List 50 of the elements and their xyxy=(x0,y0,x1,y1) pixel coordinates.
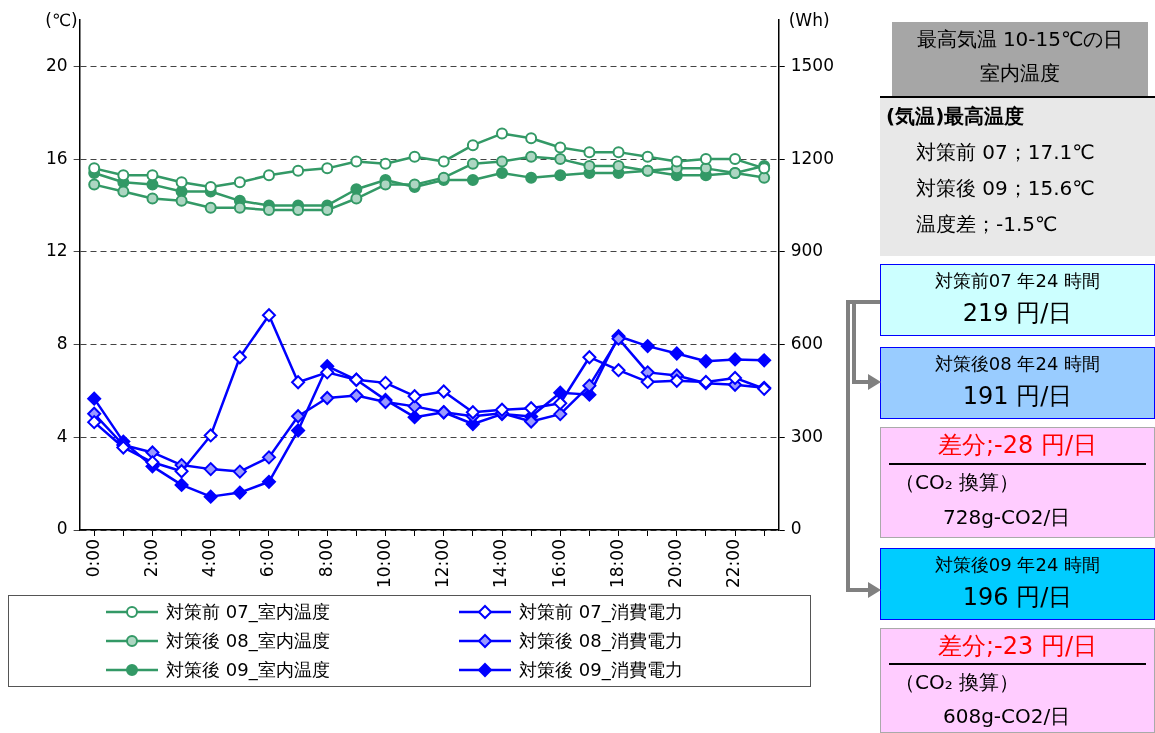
y-tick-label: 0 xyxy=(56,518,68,539)
y2-tick-label: 1200 xyxy=(790,147,834,168)
text: 対策前07 年24 時間 xyxy=(933,269,1102,293)
x-tick-label: 4:00 xyxy=(199,539,220,578)
text: 191 円/日 xyxy=(961,381,1074,412)
y2-tick-label: 1500 xyxy=(790,54,834,75)
text: 対策後08 年24 時間 xyxy=(933,352,1102,376)
text: 対策前 07；17.1℃ xyxy=(915,139,1096,166)
x-tick-label: 22:00 xyxy=(723,539,744,589)
legend-label: 対策後 09_消費電力 xyxy=(519,657,683,682)
y2-tick-label: 600 xyxy=(790,332,824,353)
text: 728g-CO2/日 xyxy=(942,504,1072,531)
x-tick-label: 8:00 xyxy=(315,539,336,578)
x-tick-label: 14:00 xyxy=(490,539,511,589)
legend-label: 対策前 07_消費電力 xyxy=(519,600,683,625)
y-tick-label: 16 xyxy=(45,147,68,168)
legend-label: 対策後 08_室内温度 xyxy=(166,629,330,653)
text: (気温)最高温度 xyxy=(885,103,1026,130)
text: （CO₂ 換算） xyxy=(894,469,1021,496)
legend-label: 対策後 09_室内温度 xyxy=(166,657,330,682)
text: 室内温度 xyxy=(979,60,1061,87)
legend-label: 対策後 08_消費電力 xyxy=(519,629,683,653)
text: 最高気温 10-15℃の日 xyxy=(915,26,1125,53)
text: 196 円/日 xyxy=(961,582,1074,613)
x-tick-label: 2:00 xyxy=(140,539,161,578)
x-tick-label: 20:00 xyxy=(665,539,686,589)
text: 温度差；-1.5℃ xyxy=(915,211,1059,238)
text: 対策後09 年24 時間 xyxy=(933,553,1102,577)
x-tick-label: 6:00 xyxy=(257,539,278,578)
y-tick-label: 12 xyxy=(45,240,68,261)
text: 差分;-28 円/日 xyxy=(889,428,1146,465)
y2-tick-label: 0 xyxy=(790,518,802,539)
x-tick-label: 12:00 xyxy=(432,539,453,589)
text: 差分;-23 円/日 xyxy=(889,629,1146,665)
y-axis-title: (℃) xyxy=(45,10,78,31)
x-tick-label: 10:00 xyxy=(373,539,394,589)
text: 219 円/日 xyxy=(961,298,1074,329)
x-tick-label: 18:00 xyxy=(606,539,627,589)
text: 対策後 09；15.6℃ xyxy=(915,175,1096,202)
y2-tick-label: 900 xyxy=(790,240,824,261)
y-tick-label: 20 xyxy=(45,54,68,75)
text: （CO₂ 換算） xyxy=(894,669,1021,696)
legend-label: 対策前 07_室内温度 xyxy=(166,600,330,625)
y-tick-label: 8 xyxy=(56,332,68,353)
x-tick-label: 0:00 xyxy=(82,539,103,578)
x-tick-label: 16:00 xyxy=(548,539,569,589)
y-tick-label: 4 xyxy=(56,425,68,446)
y2-axis-title: (Wh) xyxy=(788,10,830,31)
text: 608g-CO2/日 xyxy=(942,703,1072,730)
y2-tick-label: 300 xyxy=(790,425,824,446)
